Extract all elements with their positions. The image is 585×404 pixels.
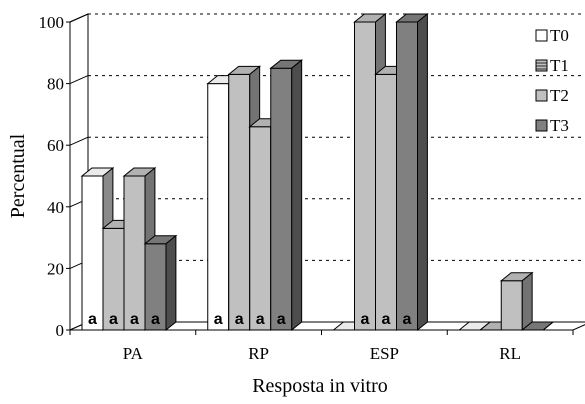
- bar-letter-label: a: [235, 311, 244, 328]
- legend-label-T1: T1: [550, 56, 569, 75]
- bar-T3-RP: [270, 67, 293, 331]
- bar-T2-PA: [123, 175, 146, 331]
- bar-side: [417, 12, 428, 332]
- bar-T0-RP: [207, 83, 230, 331]
- axes: 0 20 40 60 80 100 PA RP ESP RL: [39, 13, 574, 363]
- bar-T0-PA: [81, 175, 104, 331]
- bar-side: [291, 59, 303, 332]
- bar-T1-RP: [228, 73, 251, 331]
- bar-letter-label: a: [403, 311, 412, 328]
- bar-letter-label: a: [130, 311, 139, 328]
- legend-swatch-T0: [535, 29, 548, 42]
- x-tick-label: RP: [248, 344, 269, 363]
- bar-letter-label: a: [214, 311, 223, 328]
- y-tick-label: 100: [39, 13, 65, 32]
- bar-letter-label: a: [256, 311, 265, 328]
- y-axis-title: Percentual: [7, 133, 29, 218]
- bar-side: [165, 234, 177, 332]
- legend-swatch-T2: [535, 89, 548, 102]
- x-tick-label: RL: [499, 344, 521, 363]
- x-tick-label: PA: [123, 344, 144, 363]
- bar-T2-ESP: [375, 73, 397, 331]
- bar-T1-ESP: [354, 21, 376, 331]
- legend-swatch-T1: [535, 59, 548, 72]
- bar-letter-label: a: [109, 311, 118, 328]
- bar-letter-label: a: [382, 311, 391, 328]
- y-tick-label: 20: [47, 259, 64, 278]
- side-gridline: [69, 136, 89, 146]
- bar-letter-label: a: [361, 311, 370, 328]
- legend-label-T0: T0: [550, 26, 569, 45]
- y-tick-label: 60: [47, 136, 64, 155]
- bar-T2-RL: [500, 280, 523, 331]
- bar-letter-label: a: [88, 311, 97, 328]
- side-gridline: [69, 13, 89, 23]
- legend-swatch-T3: [535, 119, 548, 132]
- y-tick-label: 40: [47, 198, 64, 217]
- bar-T3-ESP: [396, 21, 418, 331]
- bar-side: [542, 321, 554, 331]
- bar-side: [521, 271, 533, 332]
- y-tick-label: 80: [47, 75, 64, 94]
- side-gridline: [69, 75, 89, 85]
- bar-letter-label: a: [151, 311, 160, 328]
- legend-label-T2: T2: [550, 86, 569, 105]
- x-axis-title: Resposta in vitro: [252, 375, 388, 397]
- legend: T0 T1 T2 T3: [535, 26, 569, 135]
- bar-T2-RP: [249, 126, 272, 331]
- bar-letter-label: a: [277, 311, 286, 328]
- x-tick-label: ESP: [370, 344, 399, 363]
- legend-label-T3: T3: [550, 116, 569, 135]
- y-tick-label: 0: [56, 321, 65, 340]
